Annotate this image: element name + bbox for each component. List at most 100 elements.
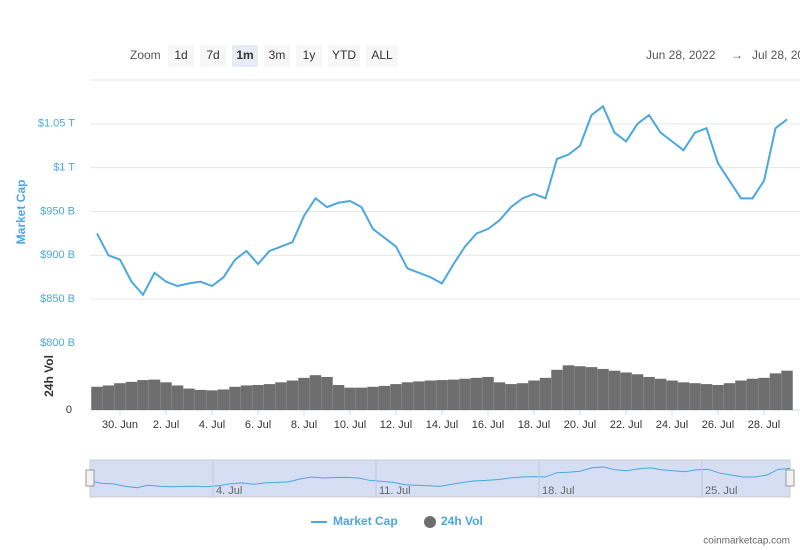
y-tick-label: $850 B [40,293,75,305]
volume-bar [298,377,310,410]
zoom-button[interactable]: 1d [168,45,194,67]
volume-bar [654,378,667,410]
zoom-button[interactable]: ALL [366,45,398,67]
volume-bar [401,382,414,410]
x-tick-label: 2. Jul [153,419,179,431]
volume-bar [735,380,747,410]
navigator-handle[interactable] [785,469,795,487]
volume-bar [321,376,333,410]
x-tick-label: 24. Jul [656,419,688,431]
volume-bar [332,384,345,410]
zoom-button[interactable]: 1y [296,45,322,67]
volume-bar [217,389,230,410]
y-tick-label: $1.05 T [38,118,75,130]
volume-bar [677,382,690,410]
range-to: Jul 28, 2022 [752,48,800,62]
volume-bar [171,385,184,410]
volume-bar [769,373,782,410]
zoom-button[interactable]: 1m [232,45,258,67]
volume-bar [723,383,736,410]
volume-bar [700,384,713,410]
zoom-button-label[interactable]: 7d [206,48,219,62]
navigator-label: 11. Jul [379,485,411,497]
navigator-label: 18. Jul [542,485,574,497]
zoom-button[interactable]: YTD [328,45,360,67]
zoom-button-bg[interactable] [296,45,322,67]
volume-bar [631,374,644,410]
navigator-handle[interactable] [85,469,95,487]
watermark: coinmarketcap.com [703,536,790,547]
volume-bar [114,383,126,410]
legend-label[interactable]: Market Cap [333,514,398,528]
x-tick-label: 10. Jul [334,419,366,431]
volume-bar [206,390,218,410]
volume-bar [367,386,379,410]
volume-bar [493,382,506,410]
y-tick-label: $950 B [40,205,75,217]
zoom-button-label[interactable]: 1y [303,48,316,62]
volume-bar [286,380,299,410]
volume-bar [746,378,759,410]
volume-bar [344,387,356,410]
volume-bar [597,368,609,410]
zoom-button-label[interactable]: 1m [236,48,253,62]
zoom-button-bg[interactable] [200,45,226,67]
volume-bar [194,389,207,410]
legend-label[interactable]: 24h Vol [441,514,483,528]
zoom-button[interactable]: 7d [200,45,226,67]
volume-bar [355,387,368,410]
y2-axis-title: 24h Vol [42,355,56,397]
volume-bar [689,383,701,410]
volume-bar [240,385,253,410]
y-tick-label: $1 T [53,162,75,174]
zoom-button-label[interactable]: YTD [332,48,356,62]
market-cap-line [96,104,788,297]
y-axis-title: Market Cap [14,180,28,245]
volume-bar [102,385,115,410]
legend-symbol [424,516,436,528]
zoom-button-bg[interactable] [328,45,360,67]
volume-bar [91,386,103,410]
zoom-label: Zoom [130,48,161,62]
volume-bar [666,380,678,410]
navigator-bg [89,459,791,498]
x-tick-label: 22. Jul [610,419,642,431]
x-tick-label: 14. Jul [426,419,458,431]
x-tick-label: 8. Jul [291,419,317,431]
y-tick-label: $900 B [40,249,75,261]
volume-bar [390,384,402,410]
volume-bar [459,378,471,410]
volume-bar [263,384,276,410]
volume-bar [562,365,575,410]
volume-bar [275,382,287,410]
volume-bar [482,376,494,410]
x-tick-label: 30. Jun [102,419,138,431]
range-arrow: → [731,48,743,62]
zoom-button-bg[interactable] [366,45,398,67]
volume-bar [378,385,391,410]
volume-bar [229,386,241,410]
volume-bar [148,379,161,410]
volume-bar [551,369,563,410]
navigator-label: 4. Jul [216,485,242,497]
volume-bar [574,366,586,410]
volume-bar [137,380,149,410]
range-from: Jun 28, 2022 [646,48,716,62]
x-tick-label: 4. Jul [199,419,225,431]
volume-bar [585,367,598,410]
zoom-button-bg[interactable] [168,45,194,67]
volume-bar [758,377,770,410]
x-tick-label: 16. Jul [472,419,504,431]
navigator-line [89,466,791,489]
volume-bar [447,379,460,410]
x-tick-label: 20. Jul [564,419,596,431]
zoom-button-label[interactable]: 3m [269,48,286,62]
zoom-button-label[interactable]: 1d [174,48,187,62]
zoom-button-label[interactable]: ALL [371,48,393,62]
zoom-button-bg[interactable] [264,45,290,67]
zoom-button[interactable]: 3m [264,45,290,67]
x-tick-label: 6. Jul [245,419,271,431]
volume-bar [608,370,621,410]
zoom-button-bg[interactable] [232,45,258,67]
